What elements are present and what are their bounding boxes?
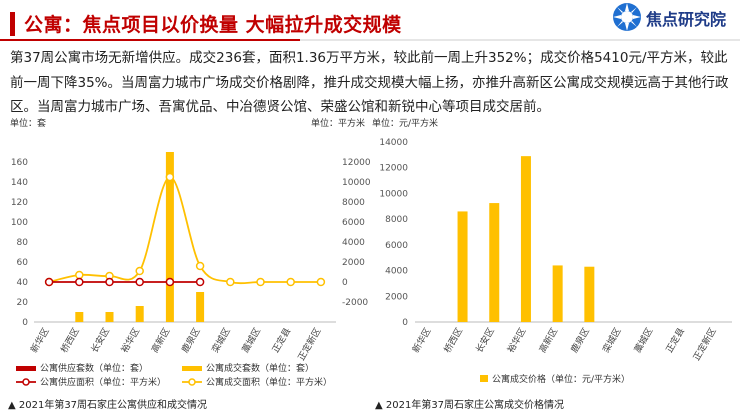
- right-tick-label: 6000: [342, 218, 365, 228]
- deal-area-point: [286, 277, 295, 287]
- left-unit-label: 单位：套: [10, 117, 46, 129]
- price-bar: [489, 203, 500, 322]
- brand-logo: 焦点研究院: [612, 2, 737, 34]
- price-tick-label: 0: [402, 318, 408, 328]
- supply-area-point: [105, 277, 114, 287]
- legend-supply-units-label: 公寓供应套数（单位：套）: [40, 362, 148, 374]
- chart-supply-deal: 单位：套 单位：平方米 0 20 40 60 80 100 120 140 160 -2000 0 200…: [0, 114, 370, 396]
- right-unit-label: 单位：平方米: [311, 117, 365, 129]
- legend-supply-area-marker: [22, 378, 30, 386]
- deal-units-bar: [196, 292, 205, 322]
- deal-area-point: [135, 266, 144, 276]
- supply-area-point: [165, 277, 175, 287]
- category-label: 正定县: [269, 326, 293, 355]
- category-label: 新华区: [28, 326, 52, 355]
- price-category-label: 裕华区: [505, 326, 529, 355]
- supply-area-point: [75, 277, 84, 287]
- deal-units-bar: [75, 312, 84, 322]
- legend-deal-units-swatch: [182, 366, 202, 371]
- category-label: 栾城区: [209, 326, 233, 355]
- price-bar: [552, 265, 563, 322]
- price-category-label: 鹿泉区: [568, 326, 592, 355]
- price-tick-label: 12000: [379, 164, 408, 174]
- supply-area-point: [195, 277, 205, 287]
- left-tick-label: 120: [11, 198, 28, 208]
- chart-price-caption: ▲ 2021年第37周石家庄公寓成交价格情况: [375, 400, 565, 411]
- left-tick-label: 100: [11, 218, 28, 228]
- left-tick-label: 60: [17, 258, 29, 268]
- right-tick-label: -2000: [342, 298, 368, 308]
- title-divider-accent: [0, 39, 300, 41]
- category-label: 裕华区: [118, 326, 142, 355]
- price-tick-label: 8000: [385, 215, 408, 225]
- left-tick-label: 140: [11, 178, 28, 188]
- price-category-label: 藁城区: [631, 326, 655, 355]
- category-label: 鹿泉区: [179, 326, 203, 355]
- deal-area-point: [226, 277, 235, 287]
- deal-area-point: [256, 277, 265, 287]
- legend-price-label: 公寓成交价格（单位：元/平方米）: [492, 373, 630, 385]
- price-tick-label: 2000: [385, 292, 408, 302]
- legend-deal-units-label: 公寓成交套数（单位：套）: [206, 362, 314, 374]
- price-bar: [584, 266, 595, 322]
- price-bar: [457, 211, 468, 322]
- left-tick-label: 0: [22, 318, 28, 328]
- title-divider: [0, 39, 740, 41]
- legend-supply-area-label: 公寓供应面积（单位：平方米）: [40, 376, 166, 388]
- title-accent: [10, 12, 15, 36]
- left-tick-label: 20: [17, 298, 29, 308]
- supply-area-point: [44, 277, 54, 287]
- price-category-label: 高新区: [536, 326, 560, 355]
- right-tick-label: 8000: [342, 198, 365, 208]
- page-title: 公寓：焦点项目以价换量 大幅拉升成交规模: [24, 14, 402, 36]
- price-category-label: 栾城区: [600, 326, 624, 355]
- deal-area-line: [48, 176, 321, 285]
- price-tick-label: 14000: [379, 138, 408, 148]
- deal-units-bar: [135, 306, 144, 322]
- brand-logo-icon: [613, 3, 641, 31]
- chart-supply-deal-caption: ▲ 2021年第37周石家庄公寓供应和成交情况: [8, 400, 208, 411]
- price-category-label: 新华区: [410, 326, 434, 355]
- right-tick-label: 10000: [342, 178, 370, 188]
- right-tick-label: 0: [342, 278, 348, 288]
- deal-area-point: [195, 261, 205, 271]
- right-tick-label: 2000: [342, 258, 365, 268]
- price-bar: [520, 156, 531, 322]
- price-category-label: 长安区: [473, 326, 497, 355]
- deal-area-point: [75, 270, 84, 280]
- price-tick-label: 6000: [385, 241, 408, 251]
- deal-units-bar: [105, 312, 114, 322]
- left-tick-label: 80: [17, 238, 29, 248]
- legend-deal-area-marker: [188, 378, 196, 386]
- right-tick-label: 4000: [342, 238, 365, 248]
- brand-name: 焦点研究院: [646, 10, 727, 29]
- category-label: 藁城区: [239, 326, 263, 355]
- supply-area-point: [135, 277, 144, 287]
- price-category-label: 正定新区: [690, 326, 718, 363]
- legend-deal-area-label: 公寓成交面积（单位：平方米）: [206, 376, 332, 388]
- chart-price-svg: 单位：元/平方米 0 2000 4000 6000 8000 10000 12000 14000…: [372, 117, 732, 385]
- deal-area-point: [316, 277, 326, 287]
- deal-units-bar: [165, 152, 174, 322]
- price-category-label: 桥西区: [441, 326, 465, 355]
- category-label: 高新区: [149, 326, 173, 355]
- summary-paragraph: 第37周公寓市场无新增供应。成交236套，面积1.36万平方米，较此前一周上升3…: [10, 50, 729, 115]
- deal-area-point: [165, 172, 175, 182]
- price-tick-label: 10000: [379, 189, 408, 199]
- right-tick-label: 12000: [342, 158, 370, 168]
- category-label: 正定新区: [295, 326, 323, 363]
- category-label: 桥西区: [58, 326, 82, 355]
- left-tick-label: 160: [11, 158, 28, 168]
- price-category-label: 正定县: [663, 326, 687, 355]
- legend-supply-units-swatch: [16, 366, 36, 371]
- title-bar: 公寓：焦点项目以价换量 大幅拉升成交规模 焦点研究院: [0, 0, 740, 41]
- legend-price-swatch: [480, 375, 488, 382]
- chart-supply-deal-svg: 单位：套 单位：平方米 0 20 40 60 80 100 120 140 160 -2000 0 200…: [10, 117, 370, 388]
- price-unit-label: 单位：元/平方米: [372, 117, 438, 129]
- chart-price: 单位：元/平方米 0 2000 4000 6000 8000 10000 12000 14000…: [370, 114, 740, 396]
- price-tick-label: 4000: [385, 267, 408, 277]
- left-tick-label: 40: [17, 278, 29, 288]
- category-label: 长安区: [88, 326, 112, 355]
